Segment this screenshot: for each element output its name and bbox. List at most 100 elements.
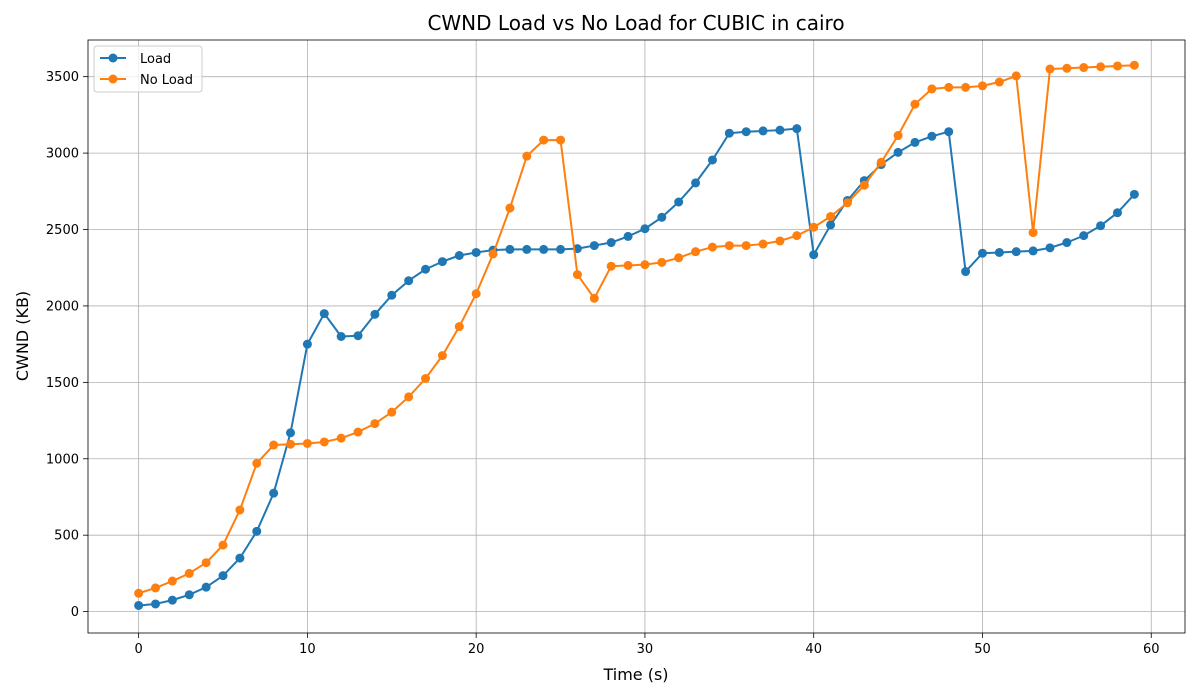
y-tick-label: 2500: [46, 223, 79, 238]
data-point-no-load: [859, 180, 869, 190]
data-point-load: [370, 309, 380, 319]
y-tick-label: 1000: [46, 452, 79, 467]
data-point-no-load: [218, 540, 228, 550]
data-point-load: [505, 244, 515, 254]
data-point-load: [471, 247, 481, 257]
y-tick-label: 0: [71, 605, 79, 620]
data-point-load: [134, 600, 144, 610]
data-point-load: [218, 571, 228, 581]
data-point-no-load: [623, 260, 633, 270]
x-tick-label: 40: [805, 642, 822, 657]
data-point-no-load: [657, 257, 667, 267]
data-point-no-load: [505, 203, 515, 213]
data-point-load: [792, 124, 802, 134]
data-point-load: [640, 224, 650, 234]
data-point-no-load: [387, 407, 397, 417]
data-point-no-load: [893, 131, 903, 141]
data-point-no-load: [184, 568, 194, 578]
data-point-load: [977, 248, 987, 258]
x-tick-label: 60: [1143, 642, 1160, 657]
data-point-load: [151, 599, 161, 609]
data-point-load: [404, 276, 414, 286]
data-point-load: [994, 247, 1004, 257]
data-point-no-load: [471, 289, 481, 299]
data-point-load: [421, 264, 431, 274]
y-tick-label: 500: [54, 529, 79, 544]
data-point-load: [707, 155, 717, 165]
series-line-load: [138, 127, 1136, 607]
series-line-no-load: [138, 64, 1135, 595]
data-point-load: [589, 241, 599, 251]
data-point-load: [674, 197, 684, 207]
data-point-no-load: [1112, 61, 1122, 71]
data-point-no-load: [319, 437, 329, 447]
data-point-load: [809, 250, 819, 260]
data-point-no-load: [539, 135, 549, 145]
data-point-no-load: [1011, 71, 1021, 81]
data-point-load: [826, 220, 836, 230]
data-point-load: [606, 238, 616, 248]
data-point-no-load: [758, 239, 768, 249]
data-point-no-load: [1028, 228, 1038, 238]
data-point-no-load: [404, 392, 414, 402]
data-point-load: [387, 290, 397, 300]
data-point-no-load: [707, 242, 717, 252]
x-tick-label: 0: [134, 642, 142, 657]
data-point-no-load: [1079, 63, 1089, 73]
data-point-load: [623, 231, 633, 241]
data-point-no-load: [977, 81, 987, 91]
data-point-load: [910, 137, 920, 147]
data-point-no-load: [826, 212, 836, 222]
series-layer: [134, 60, 1139, 610]
data-point-no-load: [437, 351, 447, 361]
data-point-no-load: [286, 439, 296, 449]
data-point-no-load: [269, 440, 279, 450]
data-point-no-load: [589, 293, 599, 303]
series-no-load: [134, 60, 1139, 598]
data-point-no-load: [927, 84, 937, 94]
data-point-load: [522, 244, 532, 254]
x-tick-label: 50: [974, 642, 991, 657]
data-point-no-load: [1045, 64, 1055, 74]
data-point-no-load: [252, 458, 262, 468]
data-point-load: [1129, 189, 1139, 199]
data-point-no-load: [724, 241, 734, 251]
legend-label-no-load: No Load: [140, 73, 193, 88]
data-point-no-load: [336, 433, 346, 443]
data-point-no-load: [775, 236, 785, 246]
x-axis-ticks: 0 10 20 30 40 50 60: [134, 633, 1160, 657]
data-point-no-load: [1129, 60, 1139, 70]
legend: Load No Load: [93, 45, 203, 93]
legend-marker-no-load: [108, 74, 118, 84]
data-point-load: [167, 595, 177, 605]
y-axis-ticks: 0 500 1000 1500 2000 2500 3000 3500: [46, 70, 88, 620]
data-point-no-load: [910, 99, 920, 109]
data-point-load: [286, 428, 296, 438]
data-point-load: [302, 339, 312, 349]
data-point-load: [1028, 246, 1038, 256]
data-point-no-load: [302, 438, 312, 448]
data-point-no-load: [151, 583, 161, 593]
data-point-no-load: [522, 151, 532, 161]
x-tick-label: 30: [637, 642, 654, 657]
data-point-no-load: [421, 374, 431, 384]
data-point-load: [556, 244, 566, 254]
data-point-load: [893, 147, 903, 157]
data-point-no-load: [640, 260, 650, 270]
data-point-no-load: [674, 253, 684, 263]
data-point-no-load: [353, 427, 363, 437]
data-point-no-load: [235, 505, 245, 515]
x-tick-label: 10: [299, 642, 316, 657]
data-point-no-load: [961, 82, 971, 92]
y-tick-label: 1500: [46, 376, 79, 391]
data-point-no-load: [488, 249, 498, 259]
legend-label-load: Load: [140, 52, 171, 67]
data-point-load: [775, 125, 785, 135]
data-point-load: [657, 212, 667, 222]
data-point-load: [201, 582, 211, 592]
data-point-load: [269, 488, 279, 498]
data-point-load: [1062, 238, 1072, 248]
data-point-load: [1045, 243, 1055, 253]
y-tick-label: 2000: [46, 299, 79, 314]
data-point-no-load: [572, 270, 582, 280]
